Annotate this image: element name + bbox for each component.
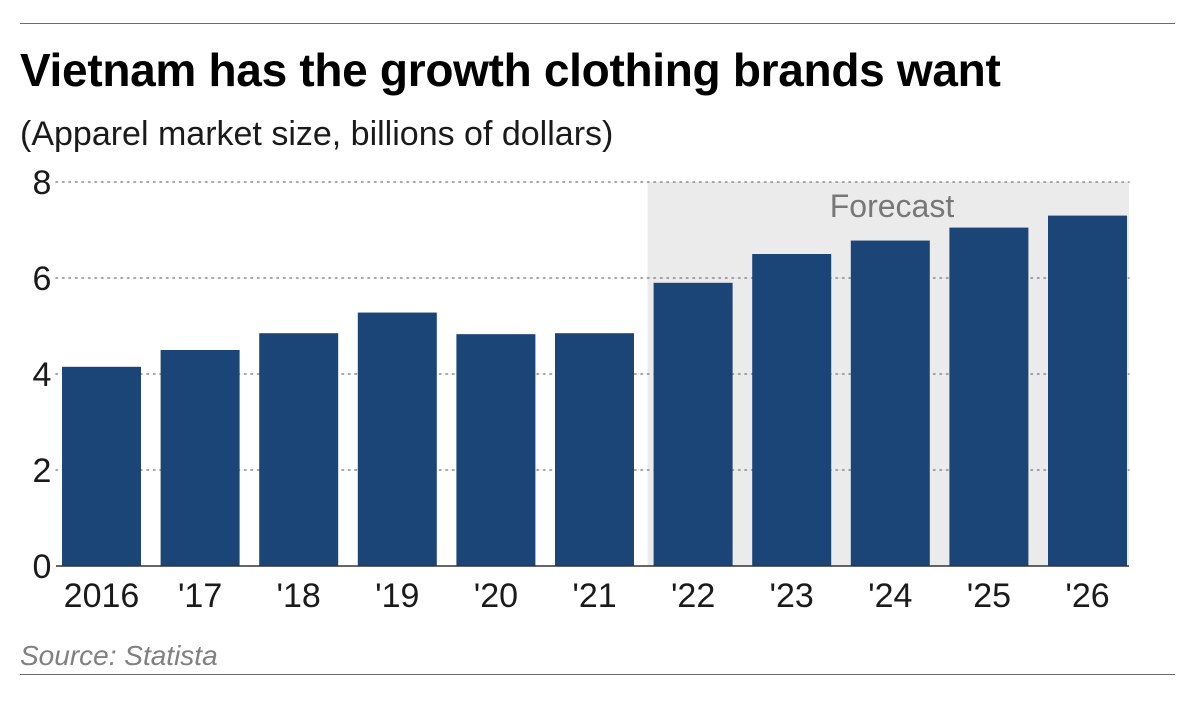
x-tick-label-21: '21 [572, 577, 616, 615]
bar-26 [1048, 215, 1127, 566]
forecast-label: Forecast [830, 188, 955, 224]
bar-22 [653, 282, 733, 566]
y-tick-label-0: 0 [33, 548, 52, 586]
x-tick-label-19: '19 [375, 577, 419, 615]
x-axis-ticks: 2016 '17 '18 '19 '20 '21 '22 '23 '24 '25 '26 [64, 577, 1110, 615]
bar-17 [160, 350, 240, 566]
bar-21 [555, 333, 634, 566]
x-tick-label-2016: 2016 [64, 577, 140, 615]
source-note: Source: Statista [20, 640, 218, 671]
x-tick-label-26: '26 [1065, 577, 1109, 615]
bar-19 [357, 312, 437, 566]
chart-subtitle: (Apparel market size, billions of dollar… [20, 115, 614, 153]
x-tick-label-23: '23 [770, 577, 814, 615]
y-tick-label-4: 4 [33, 356, 52, 394]
bar-18 [259, 333, 339, 566]
x-tick-label-20: '20 [474, 577, 518, 615]
bars [62, 215, 1127, 566]
x-tick-label-25: '25 [967, 577, 1011, 615]
y-tick-label-2: 2 [33, 452, 52, 490]
x-tick-label-18: '18 [277, 577, 321, 615]
bar-23 [752, 254, 832, 566]
bottom-rule [20, 674, 1175, 675]
x-tick-label-17: '17 [178, 577, 222, 615]
bar-chart: 0 2 4 6 8 2016 '17 '18 '19 '20 '21 '22 '23 '24 '25 '26… [33, 164, 1130, 615]
chart-title: Vietnam has the growth clothing brands w… [20, 44, 1001, 96]
x-tick-label-24: '24 [868, 577, 912, 615]
y-tick-label-8: 8 [33, 164, 52, 202]
y-axis-ticks: 0 2 4 6 8 [33, 164, 52, 586]
bar-24 [850, 240, 930, 566]
top-rule [20, 23, 1175, 24]
x-tick-label-22: '22 [671, 577, 715, 615]
y-tick-label-6: 6 [33, 260, 52, 298]
bar-25 [949, 227, 1029, 566]
bar-2016 [62, 366, 141, 566]
bar-20 [456, 334, 536, 566]
